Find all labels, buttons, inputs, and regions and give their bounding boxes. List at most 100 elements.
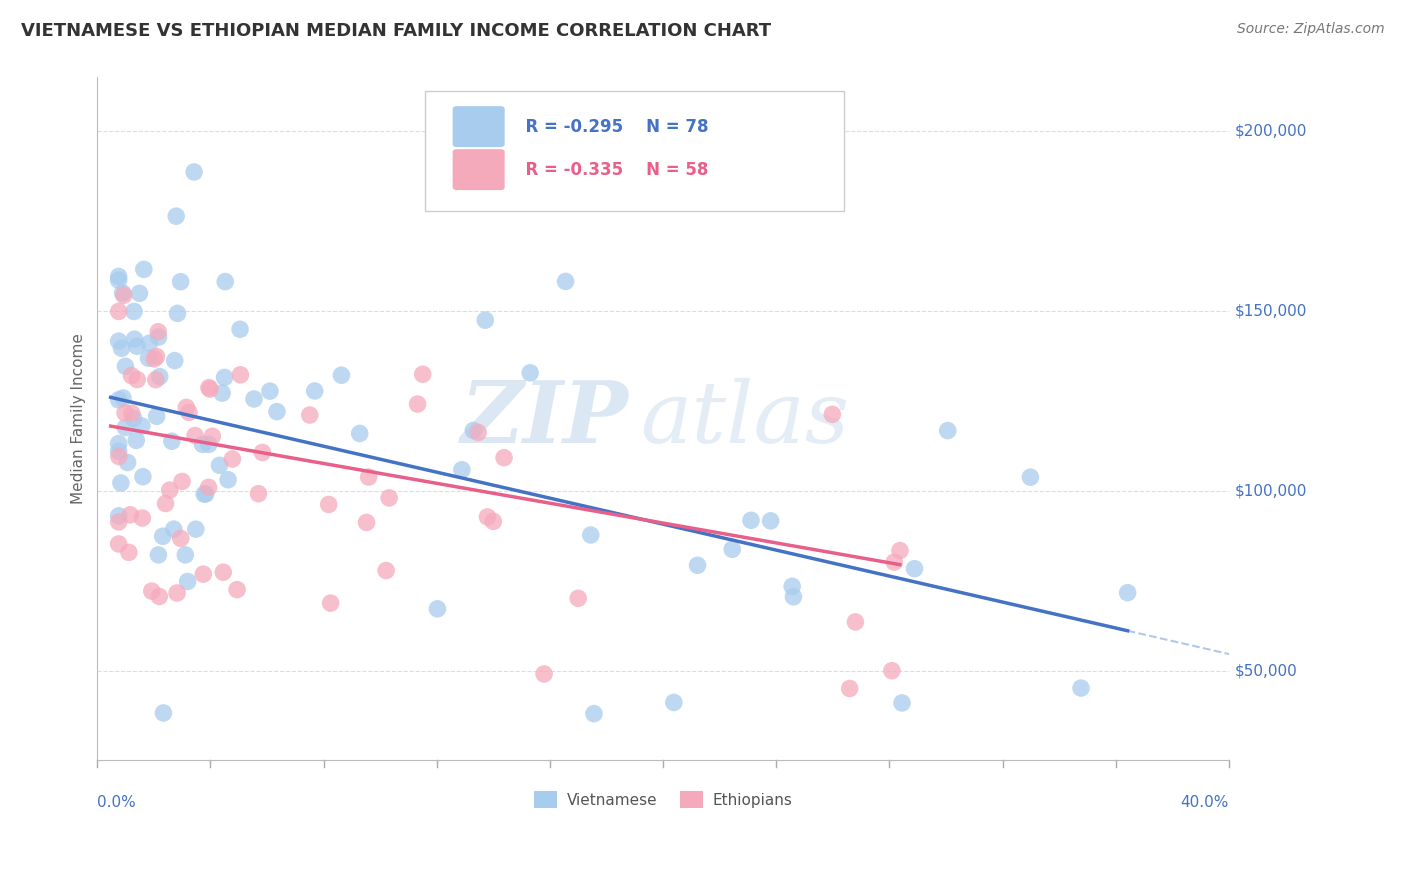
- Point: [304, 384, 326, 398]
- Point: [357, 470, 380, 484]
- Point: [375, 564, 398, 578]
- Point: [330, 368, 353, 383]
- Point: [145, 350, 167, 364]
- Point: [467, 425, 489, 440]
- Point: [176, 574, 198, 589]
- Point: [114, 406, 136, 420]
- Point: [131, 418, 153, 433]
- Point: [554, 274, 576, 288]
- Point: [148, 590, 170, 604]
- Point: [107, 392, 129, 407]
- Point: [451, 463, 474, 477]
- Point: [482, 514, 505, 528]
- Point: [107, 444, 129, 458]
- Legend: Vietnamese, Ethiopians: Vietnamese, Ethiopians: [529, 785, 799, 814]
- Point: [208, 458, 231, 473]
- Point: [198, 381, 221, 395]
- FancyBboxPatch shape: [426, 91, 844, 211]
- Point: [138, 336, 160, 351]
- Point: [111, 391, 134, 405]
- Point: [266, 404, 288, 418]
- Point: [145, 373, 167, 387]
- Point: [117, 456, 139, 470]
- Point: [148, 325, 170, 339]
- Point: [145, 409, 167, 424]
- Point: [1019, 470, 1042, 484]
- Text: $100,000: $100,000: [1234, 483, 1306, 499]
- Point: [118, 545, 141, 559]
- Point: [298, 408, 321, 422]
- Point: [936, 424, 959, 438]
- Point: [579, 528, 602, 542]
- Point: [211, 386, 233, 401]
- Point: [349, 426, 371, 441]
- Point: [426, 602, 449, 616]
- Point: [243, 392, 266, 406]
- Text: 40.0%: 40.0%: [1181, 795, 1229, 810]
- Point: [128, 286, 150, 301]
- Point: [177, 405, 200, 419]
- Point: [662, 695, 685, 709]
- Text: $200,000: $200,000: [1234, 124, 1306, 139]
- Point: [107, 508, 129, 523]
- Point: [567, 591, 589, 606]
- FancyBboxPatch shape: [453, 106, 505, 147]
- Point: [170, 531, 193, 545]
- Point: [122, 304, 145, 318]
- Point: [891, 696, 914, 710]
- Point: [124, 332, 146, 346]
- Point: [165, 209, 187, 223]
- Point: [159, 483, 181, 497]
- Point: [107, 304, 129, 318]
- Point: [108, 450, 131, 464]
- Point: [378, 491, 401, 505]
- Point: [259, 384, 281, 398]
- Point: [533, 667, 555, 681]
- Text: atlas: atlas: [641, 377, 849, 460]
- Point: [122, 411, 145, 425]
- Point: [107, 273, 129, 287]
- Point: [125, 434, 148, 448]
- Point: [880, 664, 903, 678]
- Point: [166, 586, 188, 600]
- Point: [114, 359, 136, 374]
- Point: [212, 565, 235, 579]
- Point: [903, 562, 925, 576]
- Point: [131, 511, 153, 525]
- Point: [148, 330, 170, 344]
- Point: [721, 542, 744, 557]
- Point: [155, 497, 177, 511]
- Point: [229, 322, 252, 336]
- Point: [141, 584, 163, 599]
- Point: [169, 275, 191, 289]
- Point: [821, 408, 844, 422]
- Point: [201, 429, 224, 443]
- Point: [170, 475, 193, 489]
- Point: [356, 516, 378, 530]
- Point: [184, 428, 207, 442]
- Point: [214, 275, 236, 289]
- Point: [740, 513, 762, 527]
- Text: $50,000: $50,000: [1234, 663, 1298, 678]
- Point: [318, 498, 340, 512]
- Point: [127, 372, 149, 386]
- Point: [226, 582, 249, 597]
- Point: [197, 480, 219, 494]
- Point: [120, 508, 142, 522]
- Point: [148, 548, 170, 562]
- Point: [110, 341, 132, 355]
- Point: [463, 424, 485, 438]
- Point: [247, 486, 270, 500]
- Text: R = -0.295    N = 78: R = -0.295 N = 78: [513, 118, 709, 136]
- Point: [229, 368, 252, 382]
- Point: [217, 473, 239, 487]
- Point: [883, 555, 905, 569]
- Text: ZIP: ZIP: [461, 377, 628, 460]
- Point: [183, 165, 205, 179]
- Text: R = -0.335    N = 58: R = -0.335 N = 58: [513, 161, 709, 178]
- Point: [198, 382, 221, 396]
- Point: [107, 537, 129, 551]
- Point: [252, 445, 274, 459]
- Text: $150,000: $150,000: [1234, 303, 1306, 318]
- Point: [221, 452, 243, 467]
